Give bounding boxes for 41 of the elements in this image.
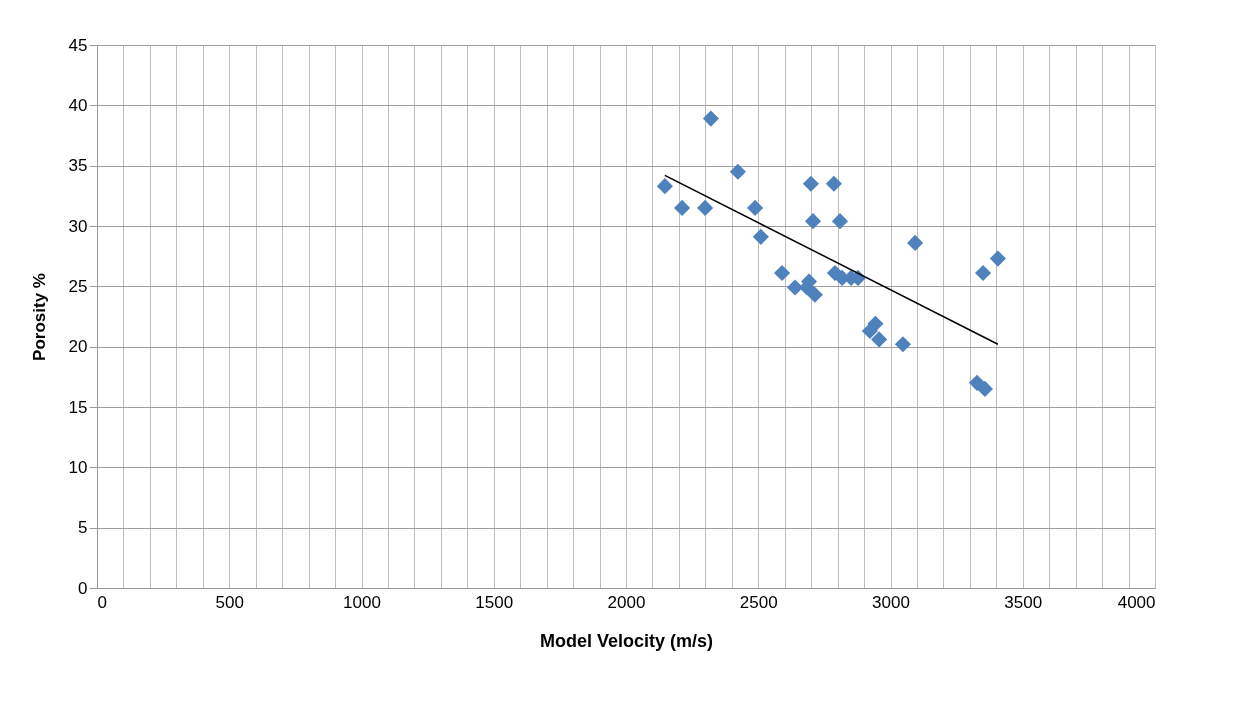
- point: [802, 175, 819, 192]
- x-tick-label: 1000: [343, 592, 381, 612]
- x-tick-label: 3000: [872, 592, 910, 612]
- x-tick-label: 1500: [475, 592, 514, 612]
- y-tick-label: 40: [68, 95, 88, 115]
- y-tick-label: 45: [68, 35, 88, 55]
- x-tick-label: 3500: [1004, 592, 1043, 612]
- x-tick-label: 4000: [1117, 592, 1156, 612]
- point: [894, 336, 911, 353]
- point: [975, 265, 992, 282]
- x-tick-label: 500: [215, 592, 244, 612]
- x-tick-label: 2000: [607, 592, 646, 612]
- point: [674, 199, 691, 216]
- point: [729, 163, 746, 180]
- y-tick-label: 10: [68, 457, 88, 477]
- point: [697, 199, 714, 216]
- point: [752, 228, 769, 245]
- point: [907, 234, 924, 251]
- point: [976, 380, 993, 397]
- point: [804, 213, 822, 230]
- y-tick-label: 5: [78, 518, 88, 538]
- point: [871, 331, 888, 348]
- point: [861, 322, 878, 340]
- y-tick-label: 15: [68, 397, 88, 417]
- y-tick-label: 25: [68, 276, 88, 296]
- y-tick-label: 35: [68, 156, 88, 176]
- y-tick-label: 30: [68, 216, 88, 236]
- point: [831, 213, 849, 230]
- point: [989, 250, 1006, 267]
- point: [806, 286, 823, 303]
- point: [656, 178, 673, 195]
- y-tick-label: 20: [68, 337, 88, 357]
- x-tick-label: 0: [97, 592, 107, 612]
- point: [747, 199, 764, 216]
- x-axis-title: Model Velocity (m/s): [539, 630, 714, 651]
- y-tick-label: 0: [78, 578, 88, 598]
- x-tick-label: 2500: [739, 592, 778, 612]
- y-axis-title: Porosity %: [29, 273, 49, 361]
- point: [773, 265, 791, 282]
- point: [825, 175, 842, 192]
- point: [702, 110, 719, 127]
